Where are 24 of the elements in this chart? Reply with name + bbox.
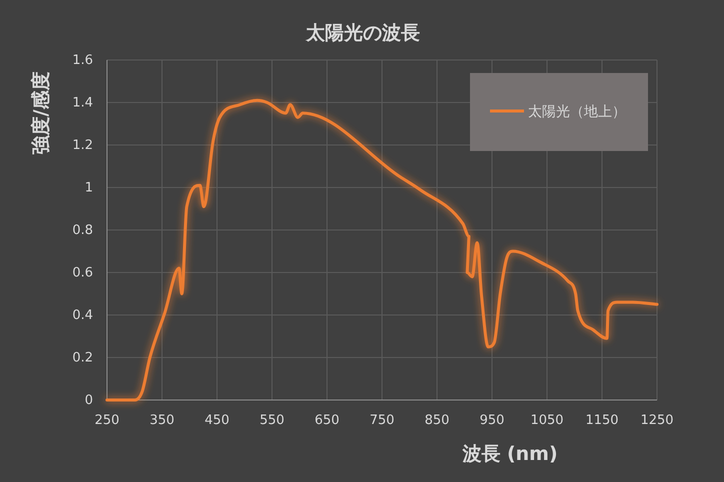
y-tick-label: 0.2 [72,350,93,366]
x-tick-label: 1050 [530,413,564,428]
x-tick-label: 250 [94,413,120,428]
legend-label: 太陽光（地上） [528,104,626,120]
x-tick-label: 950 [480,413,504,428]
y-tick-label: 1.4 [72,96,93,110]
x-axis-title: 波長 (nm) [461,443,558,465]
x-tick-label: 850 [424,413,450,428]
x-tick-label: 1150 [585,413,619,428]
y-tick-label: 1 [84,180,93,196]
x-tick-label: 450 [204,413,230,428]
x-tick-label: 1250 [640,413,674,428]
x-tick-label: 650 [314,413,340,428]
chart-title: 太陽光の波長 [305,22,420,44]
y-tick-label: 0.4 [72,308,93,323]
y-tick-label: 1.6 [72,53,93,68]
y-tick-label: 0.8 [72,223,93,238]
x-tick-label: 750 [370,413,394,428]
y-tick-label: 0 [84,393,93,408]
y-tick-label: 0.6 [72,266,93,280]
x-tick-label: 550 [260,413,284,428]
y-axis-title: 強度/感度 [30,72,52,154]
y-tick-label: 1.2 [72,138,93,153]
x-tick-label: 350 [150,413,174,428]
